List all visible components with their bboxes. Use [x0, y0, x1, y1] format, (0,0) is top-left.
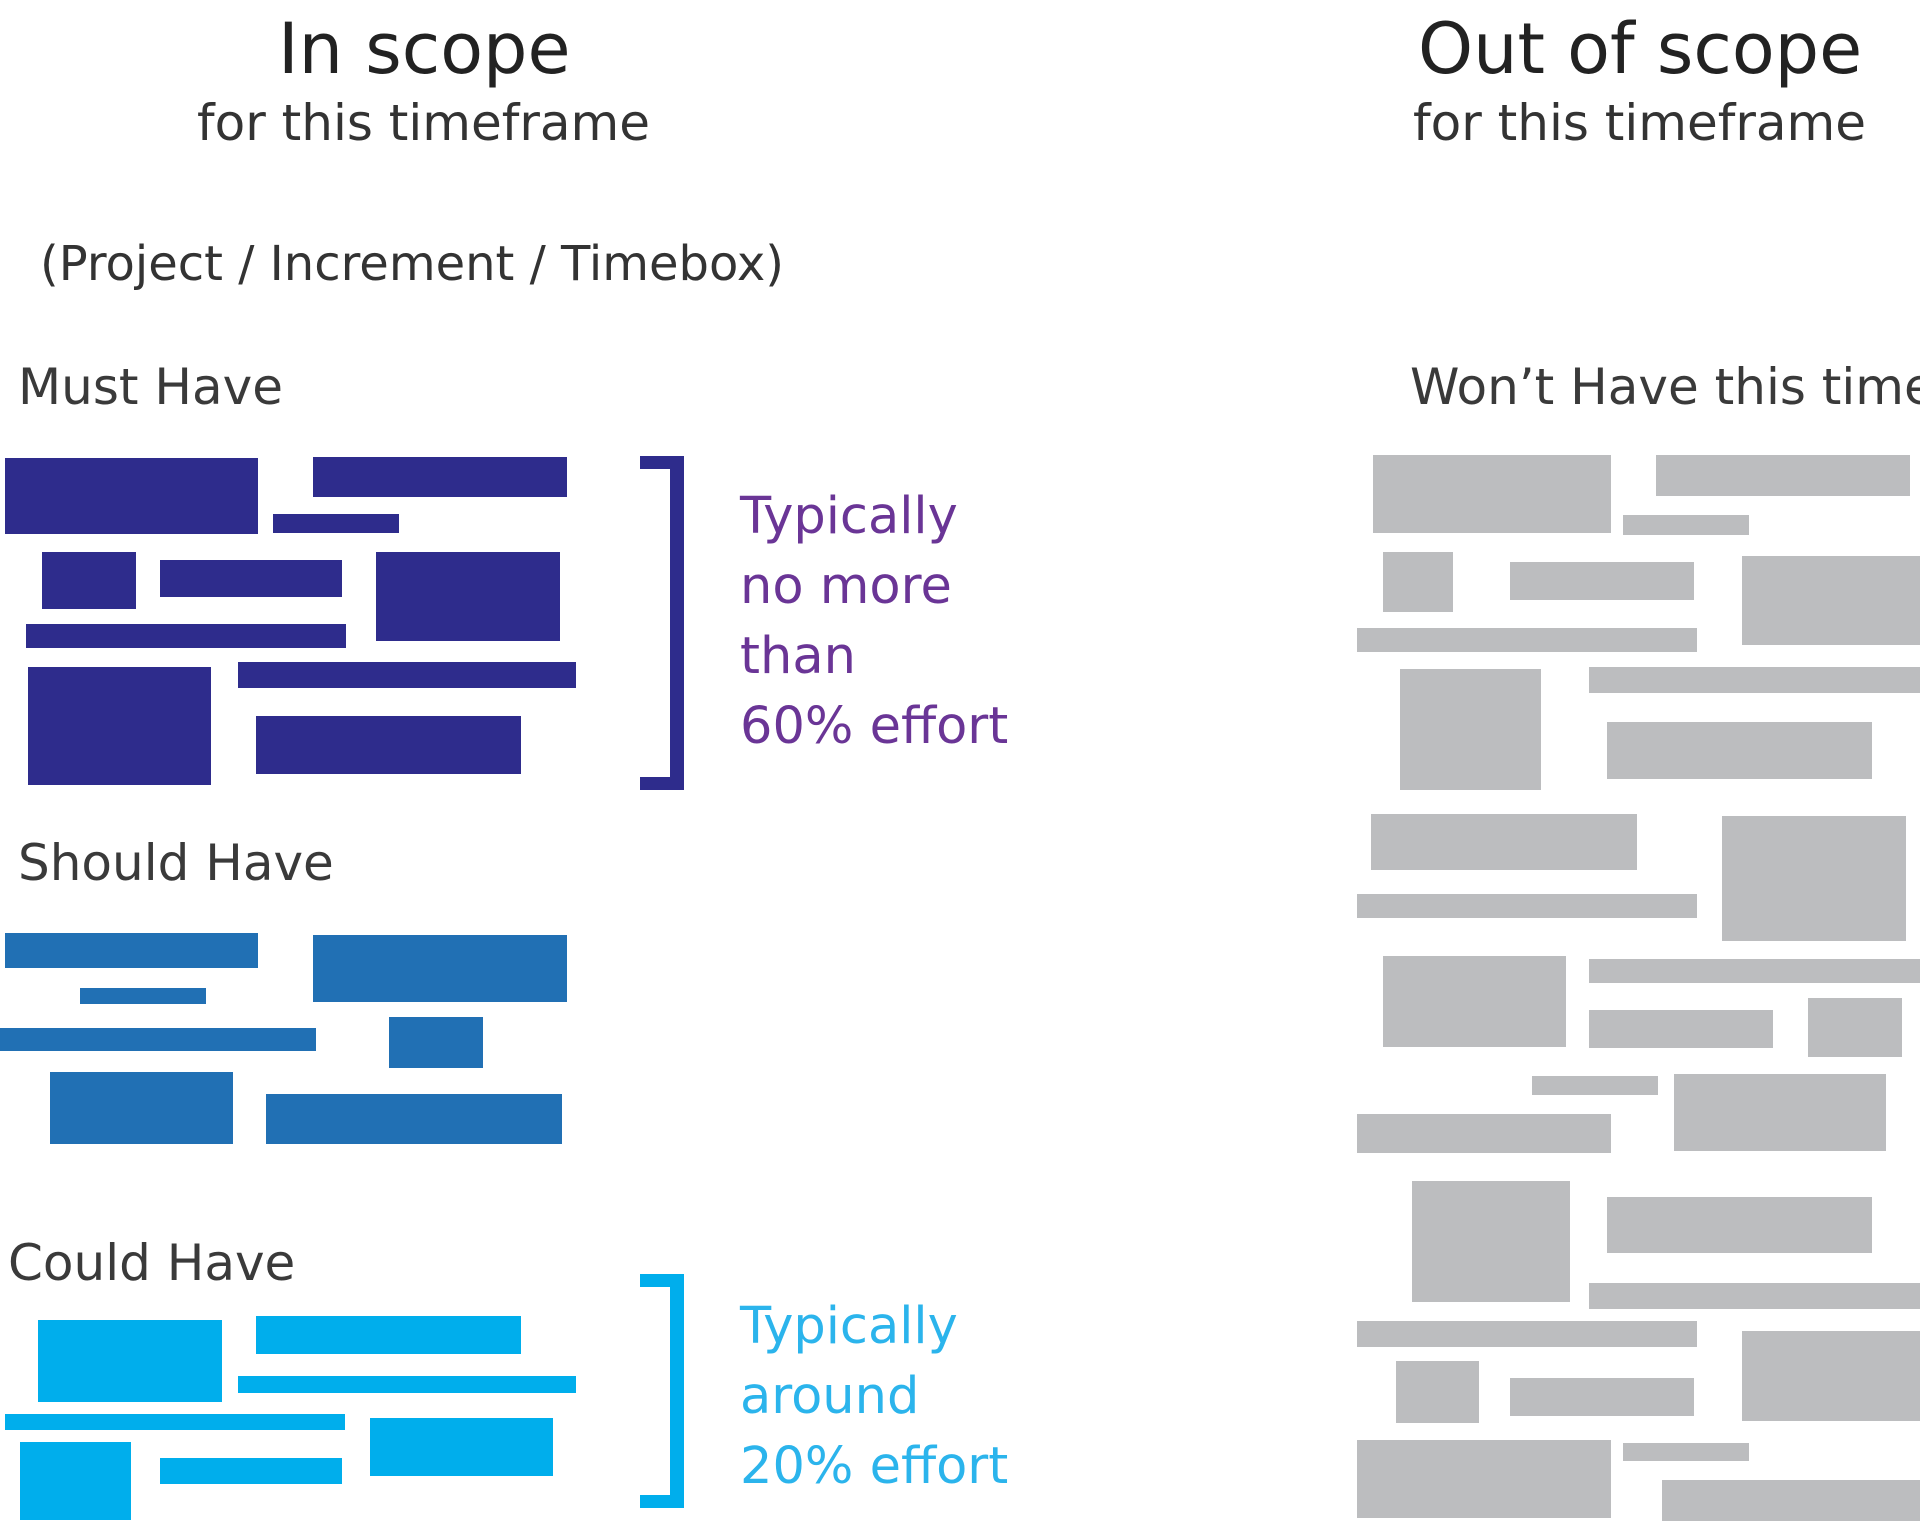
must-have-block: [26, 624, 346, 648]
must-have-bracket: [640, 456, 684, 790]
should-have-block: [80, 988, 206, 1004]
wont-have-block: [1510, 562, 1694, 600]
wont-have-block: [1742, 1331, 1920, 1421]
must-have-block: [42, 552, 136, 609]
in-scope-subtitle: for this timeframe: [197, 94, 651, 152]
should-have-block: [266, 1094, 562, 1144]
scope-parenthetical: (Project / Increment / Timebox): [40, 236, 784, 292]
wont-have-block: [1357, 628, 1697, 652]
wont-have-block: [1412, 1181, 1570, 1302]
wont-have-block: [1662, 1480, 1920, 1521]
must-have-block: [160, 560, 342, 597]
wont-have-block: [1656, 455, 1910, 496]
could-note-line: 20% effort: [740, 1437, 1009, 1496]
could-have-block: [20, 1442, 131, 1520]
wont-have-block: [1400, 669, 1541, 790]
wont-have-block: [1623, 515, 1749, 535]
could-note-line: around: [740, 1367, 920, 1426]
wont-have-block: [1607, 722, 1872, 779]
must-have-block: [28, 667, 211, 785]
should-have-block: [389, 1017, 483, 1068]
could-have-block: [256, 1316, 521, 1354]
wont-have-block: [1674, 1074, 1886, 1151]
should-have-block: [50, 1072, 233, 1144]
could-have-bracket: [640, 1274, 684, 1508]
could-have-block: [5, 1414, 345, 1430]
should-have-label: Should Have: [18, 834, 334, 892]
must-have-block: [238, 662, 576, 688]
must-have-block: [376, 552, 560, 641]
must-have-block: [313, 457, 567, 497]
wont-have-block: [1808, 998, 1902, 1057]
could-note-line: Typically: [740, 1297, 958, 1356]
wont-have-block: [1589, 1010, 1773, 1048]
could-have-block: [238, 1376, 576, 1393]
wont-have-block: [1623, 1443, 1749, 1461]
must-note-line: than: [740, 627, 856, 686]
wont-have-block: [1357, 894, 1697, 918]
in-scope-title: In scope: [278, 8, 571, 90]
should-have-block: [5, 933, 258, 968]
should-have-block: [0, 1028, 316, 1051]
must-have-block: [256, 716, 521, 774]
could-have-label: Could Have: [8, 1234, 296, 1292]
must-note-line: Typically: [740, 487, 958, 546]
wont-have-block: [1357, 1114, 1611, 1153]
must-have-block: [273, 514, 399, 533]
should-have-block: [313, 935, 567, 1002]
wont-have-block: [1589, 667, 1920, 693]
must-note-line: no more: [740, 557, 952, 616]
wont-have-block: [1396, 1361, 1479, 1423]
wont-have-label: Won’t Have this time: [1410, 358, 1920, 416]
wont-have-block: [1510, 1378, 1694, 1416]
could-have-block: [38, 1320, 222, 1402]
wont-have-block: [1371, 814, 1637, 870]
could-have-block: [370, 1418, 553, 1476]
wont-have-block: [1589, 959, 1920, 983]
wont-have-block: [1383, 956, 1566, 1047]
out-of-scope-subtitle: for this timeframe: [1413, 94, 1867, 152]
wont-have-block: [1373, 455, 1611, 533]
wont-have-block: [1722, 816, 1906, 941]
wont-have-block: [1383, 552, 1453, 612]
wont-have-block: [1532, 1076, 1658, 1095]
must-have-block: [5, 458, 258, 534]
could-have-block: [160, 1458, 342, 1484]
must-note-line: 60% effort: [740, 697, 1009, 756]
could-have-effort-note: Typically around 20% effort: [740, 1292, 1008, 1502]
wont-have-block: [1357, 1440, 1611, 1518]
wont-have-block: [1589, 1283, 1920, 1309]
wont-have-block: [1357, 1321, 1697, 1347]
wont-have-block: [1607, 1197, 1872, 1253]
must-have-label: Must Have: [18, 358, 283, 416]
wont-have-block: [1742, 556, 1920, 645]
must-have-effort-note: Typically no more than 60% effort: [740, 482, 1008, 762]
out-of-scope-title: Out of scope: [1418, 8, 1863, 90]
